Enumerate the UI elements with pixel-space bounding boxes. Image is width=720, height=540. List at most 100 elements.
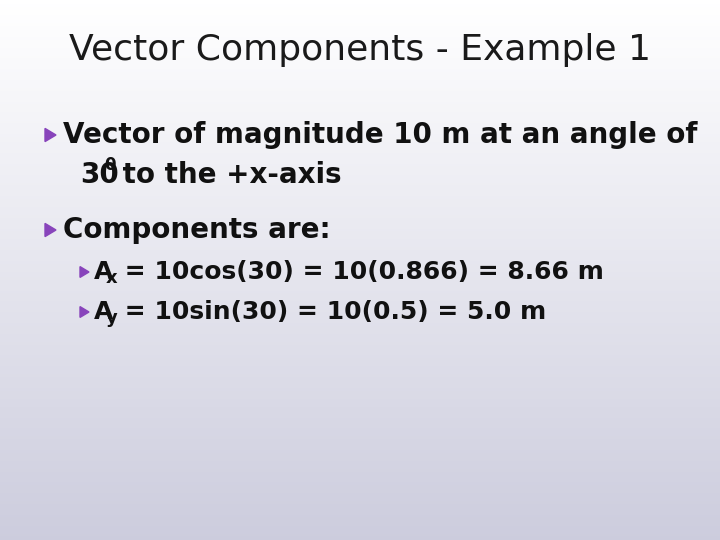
Bar (0, 251, 720, 254)
Bar (0, 76, 720, 78)
Bar (0, 43, 720, 46)
Bar (0, 62, 720, 65)
Text: A: A (94, 300, 113, 324)
Bar (0, 443, 720, 445)
Bar (0, 170, 720, 173)
Bar (0, 354, 720, 356)
Bar (0, 432, 720, 435)
Bar (0, 489, 720, 491)
Bar (0, 273, 720, 275)
Bar (0, 367, 720, 370)
Text: = 10sin(30) = 10(0.5) = 5.0 m: = 10sin(30) = 10(0.5) = 5.0 m (116, 300, 546, 324)
Bar (0, 332, 720, 335)
Bar (0, 537, 720, 540)
Bar (0, 451, 720, 454)
Bar (0, 327, 720, 329)
Bar (0, 186, 720, 189)
Bar (0, 105, 720, 108)
Text: Vector of magnitude 10 m at an angle of: Vector of magnitude 10 m at an angle of (63, 121, 698, 149)
Bar (0, 221, 720, 224)
Bar (0, 232, 720, 235)
Bar (0, 402, 720, 405)
Bar (0, 364, 720, 367)
Bar (0, 500, 720, 502)
Bar (0, 535, 720, 537)
Bar (0, 30, 720, 32)
Bar (0, 265, 720, 267)
Bar (0, 259, 720, 262)
Bar (0, 165, 720, 167)
Bar (0, 346, 720, 348)
Bar (0, 216, 720, 219)
Bar (0, 464, 720, 467)
Polygon shape (80, 307, 89, 318)
Bar (0, 518, 720, 521)
Text: 30: 30 (80, 161, 119, 189)
Bar (0, 5, 720, 8)
Bar (0, 235, 720, 238)
Bar (0, 94, 720, 97)
Bar (0, 122, 720, 124)
Bar (0, 159, 720, 162)
Bar (0, 40, 720, 43)
Bar (0, 246, 720, 248)
Bar (0, 116, 720, 119)
Bar (0, 413, 720, 416)
Bar (0, 394, 720, 397)
Bar (0, 408, 720, 410)
Text: 0: 0 (104, 156, 115, 174)
Bar (0, 100, 720, 103)
Bar (0, 130, 720, 132)
Bar (0, 278, 720, 281)
Bar (0, 211, 720, 213)
Bar (0, 38, 720, 40)
Bar (0, 370, 720, 373)
Bar (0, 194, 720, 197)
Bar (0, 127, 720, 130)
Bar (0, 213, 720, 216)
Bar (0, 532, 720, 535)
Bar (0, 84, 720, 86)
Bar (0, 243, 720, 246)
Bar (0, 405, 720, 408)
Bar (0, 351, 720, 354)
Bar (0, 313, 720, 316)
Bar (0, 3, 720, 5)
Bar (0, 481, 720, 483)
Bar (0, 135, 720, 138)
Bar (0, 22, 720, 24)
Bar (0, 472, 720, 475)
Bar (0, 267, 720, 270)
Bar (0, 416, 720, 418)
Bar (0, 378, 720, 381)
Bar (0, 138, 720, 140)
Text: x: x (106, 269, 117, 287)
Bar (0, 35, 720, 38)
Bar (0, 294, 720, 297)
Bar (0, 108, 720, 111)
Bar (0, 483, 720, 486)
Polygon shape (45, 129, 56, 141)
Bar (0, 289, 720, 292)
Bar (0, 491, 720, 494)
Bar (0, 475, 720, 478)
Bar (0, 103, 720, 105)
Bar (0, 348, 720, 351)
Bar (0, 11, 720, 14)
Bar (0, 467, 720, 470)
Bar (0, 148, 720, 151)
Bar (0, 427, 720, 429)
Bar (0, 146, 720, 148)
Bar (0, 510, 720, 513)
Bar (0, 176, 720, 178)
Bar (0, 513, 720, 516)
Bar (0, 324, 720, 327)
Bar (0, 143, 720, 146)
Bar (0, 383, 720, 386)
Bar (0, 435, 720, 437)
Bar (0, 0, 720, 3)
Bar (0, 97, 720, 100)
Bar (0, 92, 720, 94)
Bar (0, 178, 720, 181)
Bar (0, 154, 720, 157)
